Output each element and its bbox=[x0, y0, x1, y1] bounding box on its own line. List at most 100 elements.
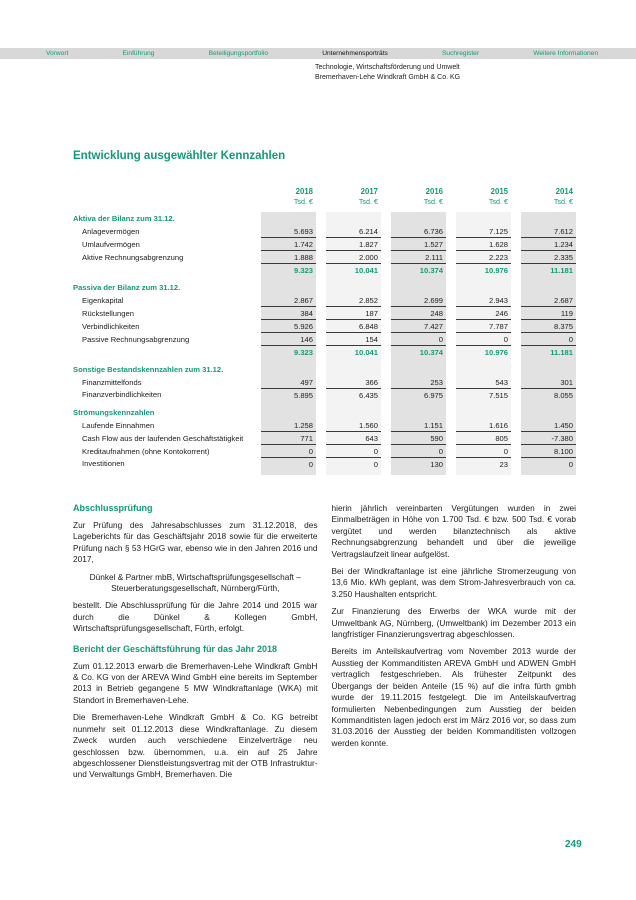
table-section-row: Sonstige Bestandskennzahlen zum 31.12. bbox=[73, 363, 576, 376]
cell-value: 1.628 bbox=[456, 237, 511, 251]
paragraph: Zur Prüfung des Jahresabschlusses zum 31… bbox=[73, 520, 318, 565]
cell-value: 2.000 bbox=[326, 250, 381, 264]
cell-value bbox=[391, 406, 446, 419]
row-section-label: Strömungskennzahlen bbox=[73, 407, 155, 417]
column-year-label: 2014 bbox=[555, 187, 573, 196]
cell-value bbox=[326, 401, 381, 406]
row-section-label: Passiva der Bilanz zum 31.12. bbox=[73, 282, 181, 292]
row-label: Eigenkapital bbox=[82, 295, 124, 305]
cell-value: 643 bbox=[326, 431, 381, 445]
cell-value: 154 bbox=[326, 332, 381, 346]
cell-value: 10.041 bbox=[326, 263, 381, 276]
row-label: Anlagevermögen bbox=[82, 226, 140, 236]
cell-value: 146 bbox=[261, 332, 316, 346]
cell-value: 5.693 bbox=[261, 224, 316, 238]
cell-value: 0 bbox=[261, 444, 316, 458]
table-year-column-header: 2014 Tsd. € bbox=[521, 186, 576, 207]
table-year-column-header: 2016 Tsd. € bbox=[391, 186, 446, 207]
table-section-row: Passiva der Bilanz zum 31.12. bbox=[73, 281, 576, 294]
cell-value: 2.699 bbox=[391, 293, 446, 307]
cell-value bbox=[261, 358, 316, 363]
cell-value bbox=[326, 406, 381, 419]
cell-value: 11.181 bbox=[521, 263, 576, 276]
cell-value: 1.234 bbox=[521, 237, 576, 251]
row-label: Aktive Rechnungsabgrenzung bbox=[82, 252, 184, 262]
column-year-label: 2017 bbox=[360, 187, 378, 196]
column-unit-label: Tsd. € bbox=[293, 197, 313, 206]
row-section-label: Aktiva der Bilanz zum 31.12. bbox=[73, 213, 175, 223]
cell-value: 1.151 bbox=[391, 418, 446, 432]
cell-value: 0 bbox=[456, 444, 511, 458]
paragraph: Bei der Windkraftanlage ist eine jährlic… bbox=[331, 566, 577, 599]
cell-value bbox=[261, 470, 316, 475]
paragraph: Zum 01.12.2013 erwarb die Bremerhaven-Le… bbox=[73, 660, 318, 705]
cell-value: 6.736 bbox=[391, 224, 446, 238]
paragraph: hierin jährlich vereinbarten Vergütungen… bbox=[331, 503, 577, 559]
cell-value bbox=[391, 276, 446, 281]
cell-value: 7.787 bbox=[456, 319, 511, 333]
cell-value bbox=[261, 281, 316, 294]
table-header-row: 2018 Tsd. €2017 Tsd. €2016 Tsd. €2015 Tsd. €… bbox=[73, 186, 576, 207]
table-section-row: Aktiva der Bilanz zum 31.12. bbox=[73, 212, 576, 225]
table-row: Eigenkapital 2.867 2.852 2.699 2.943 2.687 bbox=[73, 293, 576, 307]
table-year-column-header: 2017 Tsd. € bbox=[326, 186, 381, 207]
row-label: Verbindlichkeiten bbox=[82, 321, 140, 331]
paragraph: Zur Finanzierung des Erwerbs der WKA wur… bbox=[331, 606, 577, 640]
cell-value: 11.181 bbox=[521, 345, 576, 358]
cell-value: 1.450 bbox=[521, 418, 576, 432]
cell-value bbox=[521, 276, 576, 281]
paragraph: Die Bremerhaven-Lehe Windkraft GmbH & Co… bbox=[73, 712, 318, 780]
breadcrumb-chapter: Technologie, Wirtschaftsförderung und Um… bbox=[315, 64, 460, 71]
breadcrumb-company: Bremerhaven-Lehe Windkraft GmbH & Co. KG bbox=[315, 74, 461, 81]
cell-value: 7.612 bbox=[521, 224, 576, 238]
cell-value: 771 bbox=[261, 431, 316, 445]
paragraph: Bereits im Anteilskaufvertrag vom Novemb… bbox=[331, 646, 577, 748]
cell-value: 8.375 bbox=[521, 319, 576, 333]
cell-value: 5.926 bbox=[261, 319, 316, 333]
cell-value: 5.895 bbox=[261, 388, 316, 401]
nav-item-weitere-informationen[interactable]: Weitere Informationen bbox=[533, 50, 598, 57]
cell-value bbox=[261, 401, 316, 406]
cell-value: 590 bbox=[391, 431, 446, 445]
column-year-label: 2016 bbox=[425, 187, 443, 196]
row-label: Passive Rechnungsabgrenzung bbox=[82, 334, 190, 344]
cell-value: 7.125 bbox=[456, 224, 511, 238]
cell-value: 2.687 bbox=[521, 293, 576, 307]
cell-value bbox=[261, 212, 316, 225]
table-spacer-row bbox=[73, 276, 576, 281]
table-body: Aktiva der Bilanz zum 31.12. Anlagevermög… bbox=[73, 212, 576, 475]
cell-value bbox=[521, 401, 576, 406]
nav-item-unternehmensportr-ts[interactable]: Unternehmensporträts bbox=[322, 50, 388, 57]
cell-value: 9.323 bbox=[261, 263, 316, 276]
nav-item-einf-hrung[interactable]: Einführung bbox=[122, 50, 155, 57]
row-label: Finanzmittelfonds bbox=[82, 377, 142, 387]
cell-value: 7.515 bbox=[456, 388, 511, 401]
row-label: Kreditaufnahmen (ohne Kontokorrent) bbox=[82, 446, 210, 456]
cell-value: 1.560 bbox=[326, 418, 381, 432]
nav-item-vorwort[interactable]: Vorwort bbox=[46, 50, 69, 57]
cell-value bbox=[391, 401, 446, 406]
cell-value: 2.852 bbox=[326, 293, 381, 307]
cell-value: 6.848 bbox=[326, 319, 381, 333]
table-row: Verbindlichkeiten 5.926 6.848 7.427 7.787 8.3… bbox=[73, 319, 576, 333]
cell-value: 2.223 bbox=[456, 250, 511, 264]
row-label: Finanzverbindlichkeiten bbox=[82, 390, 162, 400]
cell-value: 10.374 bbox=[391, 345, 446, 358]
section-heading: Abschlussprüfung bbox=[73, 503, 153, 513]
row-label: Rückstellungen bbox=[82, 308, 134, 318]
cell-value bbox=[456, 363, 511, 376]
cell-value bbox=[521, 281, 576, 294]
cell-value: 9.323 bbox=[261, 345, 316, 358]
nav-item-beteiligungsportfolio[interactable]: Beteiligungsportfolio bbox=[208, 50, 269, 57]
cell-value bbox=[261, 406, 316, 419]
cell-value: 10.041 bbox=[326, 345, 381, 358]
table-spacer-row bbox=[73, 401, 576, 406]
nav-item-suchregister[interactable]: Suchregister bbox=[442, 50, 480, 57]
cell-value: 0 bbox=[261, 457, 316, 470]
column-unit-label: Tsd. € bbox=[488, 197, 508, 206]
cell-value: 6.435 bbox=[326, 388, 381, 401]
table-spacer-row bbox=[73, 470, 576, 475]
page-number: 249 bbox=[565, 839, 582, 850]
cell-value: 187 bbox=[326, 306, 381, 320]
